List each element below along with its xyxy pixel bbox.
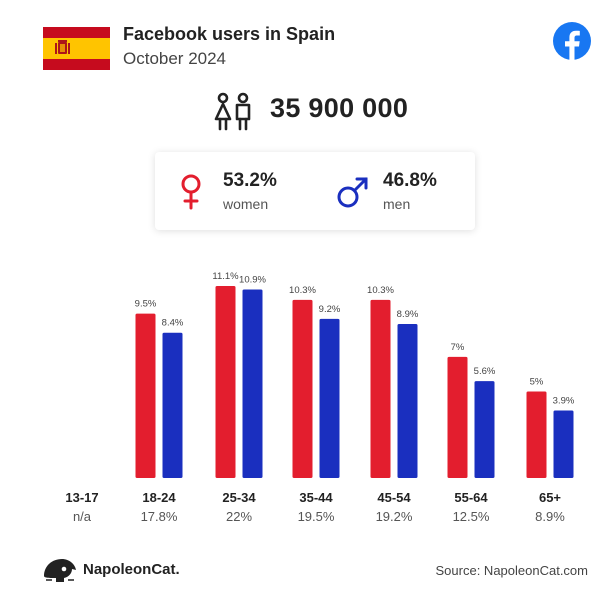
- data-label-men-18-24: 8.4%: [162, 318, 184, 329]
- bar-women-25-34: [215, 286, 236, 478]
- women-label: women: [223, 196, 269, 212]
- category-total-13-17: n/a: [73, 509, 92, 524]
- women-percent: 53.2%: [223, 170, 277, 191]
- bar-women-45-54: [370, 299, 391, 478]
- category-total-35-44: 19.5%: [298, 509, 335, 524]
- data-label-men-65+: 3.9%: [553, 396, 575, 407]
- men-percent: 46.8%: [383, 170, 437, 191]
- bar-men-55-64: [474, 381, 495, 478]
- data-label-women-45-54: 10.3%: [367, 285, 394, 296]
- source-text: Source: NapoleonCat.com: [435, 563, 588, 578]
- bar-men-25-34: [242, 289, 263, 478]
- category-label-35-44: 35-44: [299, 490, 333, 505]
- bar-women-55-64: [447, 356, 468, 478]
- category-total-45-54: 19.2%: [376, 509, 413, 524]
- facebook-logo-icon: [553, 22, 591, 60]
- data-label-women-55-64: 7%: [451, 342, 465, 353]
- spain-flag-icon: [43, 27, 110, 70]
- total-users-value: 35 900 000: [270, 93, 409, 123]
- data-label-men-35-44: 9.2%: [319, 304, 341, 315]
- data-label-women-65+: 5%: [530, 377, 544, 388]
- category-total-55-64: 12.5%: [453, 509, 490, 524]
- bar-women-65+: [526, 391, 547, 478]
- bar-men-45-54: [397, 324, 418, 478]
- data-label-men-55-64: 5.6%: [474, 366, 496, 377]
- female-symbol-icon: [181, 174, 201, 210]
- category-label-18-24: 18-24: [142, 490, 176, 505]
- bar-women-18-24: [135, 313, 156, 478]
- category-label-65+: 65+: [539, 490, 561, 505]
- data-label-women-25-34: 11.1%: [212, 271, 239, 282]
- category-total-18-24: 17.8%: [141, 509, 178, 524]
- brand-name: NapoleonCat.: [83, 561, 180, 578]
- bar-women-35-44: [292, 299, 313, 478]
- napoleoncat-logo-icon: [44, 559, 76, 582]
- category-total-25-34: 22%: [226, 509, 252, 524]
- data-label-men-25-34: 10.9%: [239, 274, 266, 285]
- bar-men-35-44: [319, 318, 340, 478]
- data-label-women-35-44: 10.3%: [289, 285, 316, 296]
- category-label-45-54: 45-54: [377, 490, 411, 505]
- category-label-25-34: 25-34: [222, 490, 256, 505]
- men-label: men: [383, 196, 411, 212]
- data-label-women-18-24: 9.5%: [135, 299, 157, 310]
- page-title: Facebook users in Spain: [123, 24, 336, 44]
- gender-split-card: 53.2% women 46.8% men: [155, 152, 475, 230]
- page-subtitle: October 2024: [123, 49, 227, 68]
- male-symbol-icon: [337, 177, 368, 208]
- bar-men-65+: [553, 410, 574, 478]
- users-icon: [214, 92, 251, 131]
- category-label-13-17: 13-17: [65, 490, 98, 505]
- category-total-65+: 8.9%: [535, 509, 565, 524]
- bar-men-18-24: [162, 332, 183, 478]
- data-label-men-45-54: 8.9%: [397, 309, 419, 320]
- category-label-55-64: 55-64: [454, 490, 488, 505]
